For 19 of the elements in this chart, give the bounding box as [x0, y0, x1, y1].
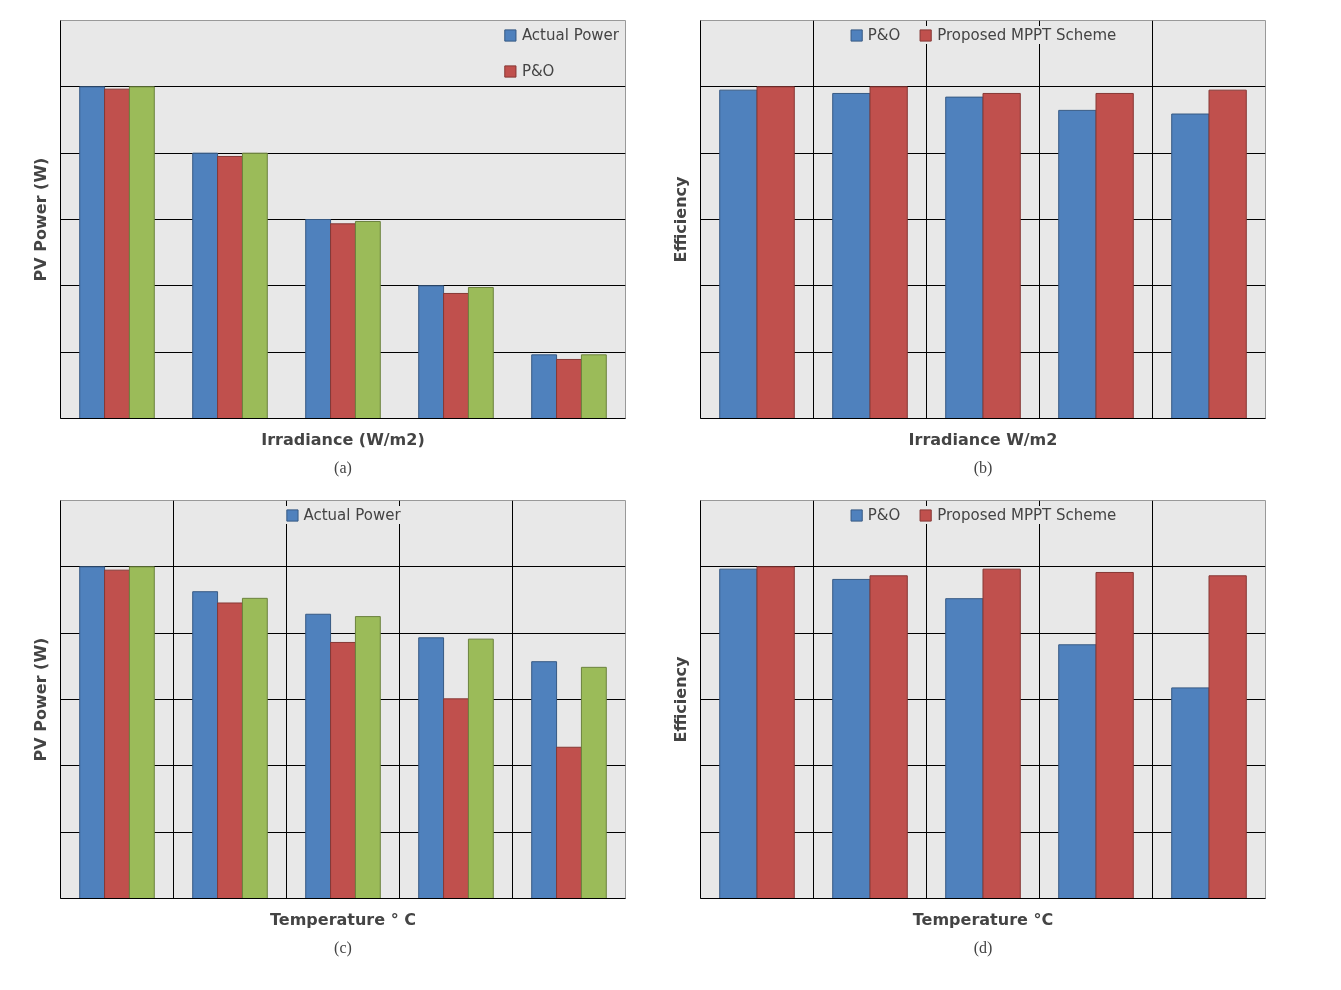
x-axis-title: Irradiance (W/m2) [261, 429, 425, 449]
x-axis-title: Temperature °C [912, 909, 1054, 929]
y-axis-title: Efficiency [670, 655, 690, 743]
text: (d) [973, 938, 993, 957]
text: (b) [973, 458, 993, 477]
x-axis-title: Temperature ° C [270, 909, 416, 929]
y-axis-title: PV Power (W) [30, 637, 50, 762]
legend-label: P&O [867, 26, 901, 44]
text: (a) [334, 458, 352, 477]
legend-label: Proposed MPPT Scheme [937, 506, 1117, 524]
legend-label: Actual Power [521, 26, 619, 44]
legend-label: P&O [521, 62, 555, 80]
legend-label: Proposed MPPT Scheme [937, 26, 1117, 44]
x-axis-title: Irradiance W/m2 [908, 429, 1058, 449]
y-axis-title: PV Power (W) [30, 157, 50, 282]
legend-label: P&O [867, 506, 901, 524]
legend-label: Actual Power [303, 506, 401, 524]
text: (c) [334, 938, 352, 957]
y-axis-title: Efficiency [670, 175, 690, 263]
